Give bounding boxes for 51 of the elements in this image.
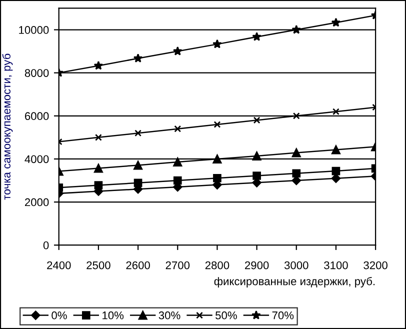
y-tick-label: 4000: [24, 155, 49, 164]
point: [252, 172, 261, 180]
point: [292, 24, 302, 34]
point: [214, 121, 221, 128]
y-axis-title: точка самоокупаемости, руб: [2, 54, 13, 200]
point: [252, 32, 262, 41]
point: [173, 157, 182, 166]
y-tick-label: 6000: [24, 112, 49, 120]
point: [331, 145, 340, 154]
point: [172, 46, 182, 56]
x-tick-label: 2800: [205, 261, 230, 270]
y-tick-label: 2000: [24, 198, 49, 206]
point: [332, 108, 340, 116]
y-tick-label: 10000: [19, 26, 49, 34]
point: [252, 151, 262, 160]
point: [94, 164, 103, 173]
y-tick-label: 0: [43, 241, 49, 250]
x-tick-label: 2400: [47, 261, 71, 270]
legend-label: 70%: [272, 311, 294, 320]
point: [212, 39, 222, 48]
x-tick-label: 3100: [324, 261, 348, 270]
point: [292, 112, 300, 120]
x-tick-label: 2500: [86, 261, 110, 270]
point: [331, 174, 341, 183]
legend-label: 30%: [158, 311, 180, 320]
point: [94, 134, 102, 141]
x-tick-label: 3200: [364, 261, 388, 270]
point: [133, 54, 143, 62]
point: [94, 60, 104, 70]
legend-label: 50%: [216, 311, 237, 320]
x-tick-label: 3000: [284, 261, 308, 270]
point: [332, 166, 340, 176]
point: [212, 154, 222, 164]
point: [94, 181, 103, 190]
point: [253, 116, 260, 124]
point: [134, 130, 142, 137]
point: [292, 148, 301, 158]
legend-label: 0%: [52, 311, 67, 320]
point: [292, 169, 301, 178]
y-tick-label: 8000: [24, 69, 49, 77]
point: [134, 178, 142, 188]
x-axis-title: фиксированные издержки, руб.: [214, 276, 375, 288]
point: [173, 176, 182, 185]
point: [134, 160, 143, 170]
point: [174, 125, 182, 132]
x-tick-label: 2700: [166, 261, 190, 270]
point: [331, 18, 341, 27]
x-tick-label: 2600: [126, 261, 150, 270]
point: [213, 174, 222, 182]
x-tick-label: 2900: [244, 261, 269, 270]
legend-label: 10%: [102, 311, 124, 320]
